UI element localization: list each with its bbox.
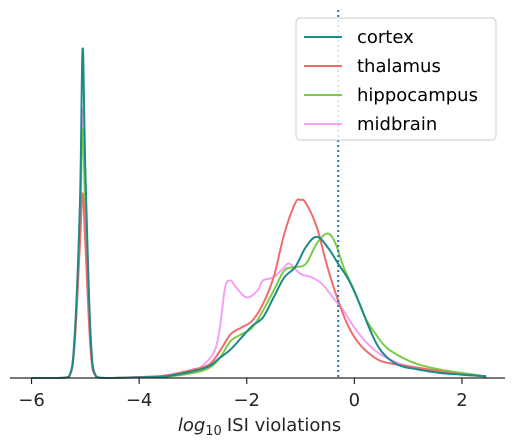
series-line-hippocampus bbox=[31, 128, 487, 379]
x-tick-label: −6 bbox=[18, 390, 45, 411]
legend-label-hippocampus: hippocampus bbox=[357, 85, 478, 106]
legend: cortex thalamus hippocampus midbrain bbox=[295, 17, 497, 141]
legend-label-cortex: cortex bbox=[357, 27, 414, 48]
x-ticks: −6 −4 −2 0 2 bbox=[18, 378, 468, 411]
x-tick-label: −2 bbox=[233, 390, 260, 411]
x-tick-label: 2 bbox=[456, 390, 467, 411]
legend-items: cortex thalamus hippocampus midbrain bbox=[304, 27, 478, 135]
series-line-midbrain bbox=[31, 108, 487, 379]
legend-label-midbrain: midbrain bbox=[357, 114, 437, 135]
x-tick-label: −4 bbox=[126, 390, 153, 411]
x-tick-label: 0 bbox=[349, 390, 360, 411]
series-line-thalamus bbox=[31, 192, 487, 379]
x-axis-label: log10 ISI violations bbox=[178, 415, 341, 439]
legend-box bbox=[295, 17, 497, 141]
series-layer bbox=[31, 47, 487, 379]
x-axis-label-prefix: log bbox=[178, 415, 205, 436]
series-line-cortex bbox=[31, 47, 487, 379]
x-axis-label-text: ISI violations bbox=[227, 415, 341, 436]
legend-label-thalamus: thalamus bbox=[357, 56, 441, 77]
x-axis-label-subscript: 10 bbox=[205, 424, 222, 439]
